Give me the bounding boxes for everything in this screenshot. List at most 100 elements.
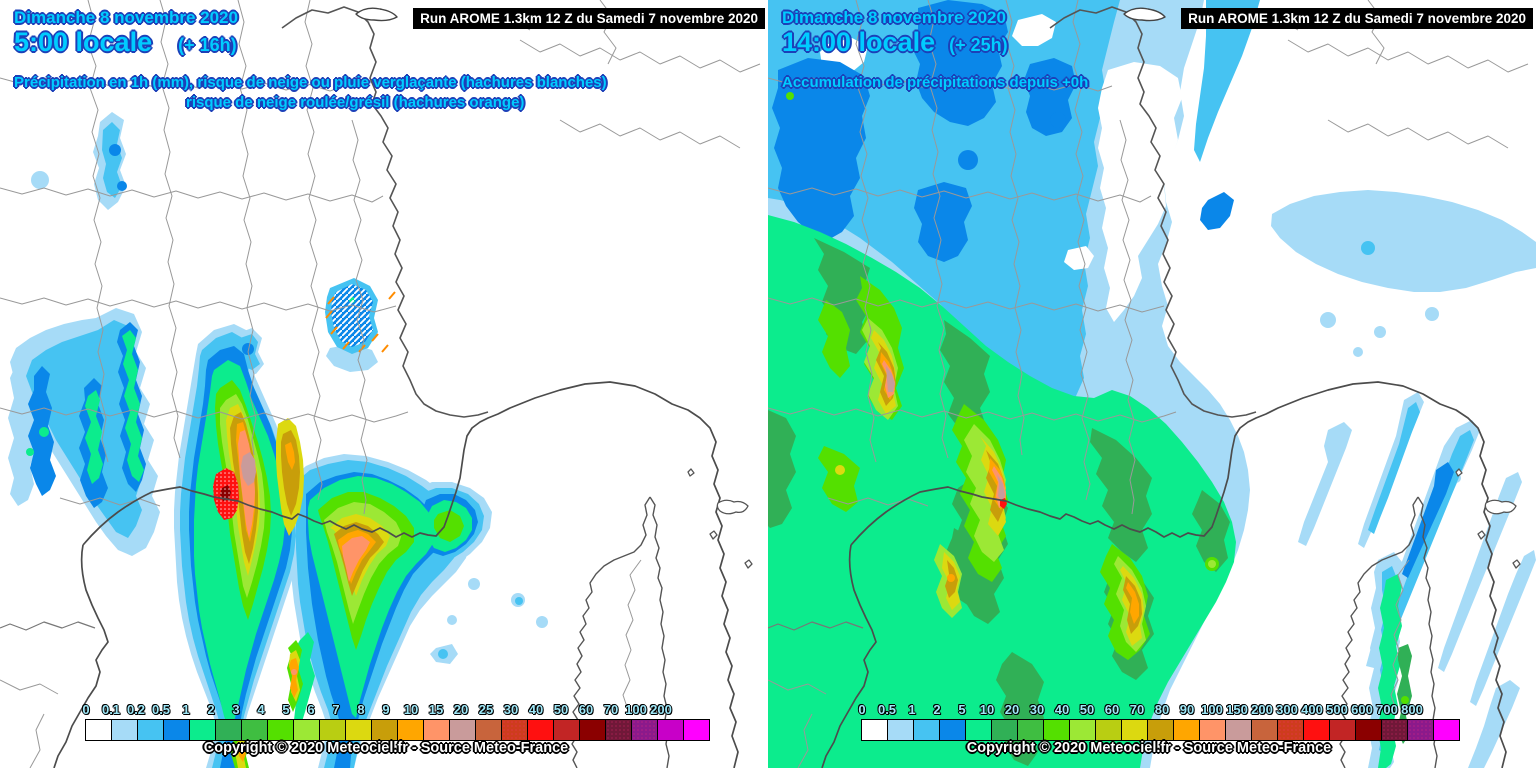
forecast-map-panel-left: Dimanche 8 novembre 2020 5:00 locale (+ 1… xyxy=(0,0,765,768)
precip-accumulation-field xyxy=(768,0,1536,768)
legend-label: 60 xyxy=(578,702,594,717)
legend-cell xyxy=(1303,719,1330,741)
legend-cell xyxy=(163,719,190,741)
legend-cell xyxy=(1277,719,1304,741)
legend-cell xyxy=(991,719,1018,741)
legend-label: 800 xyxy=(1401,702,1423,717)
legend-cell xyxy=(189,719,216,741)
legend-label: 9 xyxy=(382,702,390,717)
legend-cell xyxy=(631,719,658,741)
legend-cell xyxy=(861,719,888,741)
legend-cell xyxy=(1069,719,1096,741)
legend-cell xyxy=(1355,719,1382,741)
legend-label: 5 xyxy=(958,702,966,717)
legend-label: 100 xyxy=(625,702,647,717)
legend-label: 50 xyxy=(553,702,569,717)
legend-cell xyxy=(527,719,554,741)
legend-cell xyxy=(449,719,476,741)
legend-cell xyxy=(319,719,346,741)
legend-cell xyxy=(215,719,242,741)
legend-label: 10 xyxy=(403,702,419,717)
legend-label: 90 xyxy=(1179,702,1195,717)
legend-label: 7 xyxy=(332,702,340,717)
legend-label: 400 xyxy=(1301,702,1323,717)
legend-cell xyxy=(397,719,424,741)
legend-label: 0.5 xyxy=(877,702,897,717)
legend-label: 150 xyxy=(1226,702,1248,717)
legend-label: 6 xyxy=(307,702,315,717)
legend-cell xyxy=(137,719,164,741)
legend-cell xyxy=(1173,719,1200,741)
legend-label: 0.1 xyxy=(101,702,121,717)
legend-cell xyxy=(1199,719,1226,741)
graupel-hatch-marks xyxy=(325,291,396,353)
forecast-map-panel-right: Dimanche 8 novembre 2020 14:00 locale (+ … xyxy=(768,0,1536,768)
legend-cell xyxy=(371,719,398,741)
forecast-offset: (+ 25h) xyxy=(949,35,1008,55)
model-run-label: Run AROME 1.3km 12 Z du Samedi 7 novembr… xyxy=(413,8,765,29)
panel-subtitle-line1: Précipitation en 1h (mm), risque de neig… xyxy=(14,74,607,91)
legend-cell xyxy=(85,719,112,741)
legend-cell xyxy=(1147,719,1174,741)
legend-label: 500 xyxy=(1326,702,1348,717)
legend-label: 40 xyxy=(1054,702,1070,717)
panel-date: Dimanche 8 novembre 2020 xyxy=(14,8,238,27)
map-left xyxy=(0,0,761,768)
legend-cell xyxy=(267,719,294,741)
legend-cell xyxy=(605,719,632,741)
legend-label: 0 xyxy=(82,702,90,717)
legend-cell xyxy=(475,719,502,741)
legend-cell xyxy=(887,719,914,741)
legend-label: 80 xyxy=(1154,702,1170,717)
legend-cell xyxy=(1225,719,1252,741)
legend-label: 8 xyxy=(357,702,365,717)
legend-label: 600 xyxy=(1351,702,1373,717)
legend-cell xyxy=(423,719,450,741)
legend-label: 30 xyxy=(503,702,519,717)
legend-label: 200 xyxy=(650,702,672,717)
legend-cell xyxy=(1433,719,1460,741)
legend-cell xyxy=(501,719,528,741)
legend-cell xyxy=(293,719,320,741)
forecast-offset: (+ 16h) xyxy=(178,35,237,55)
legend-color-bar xyxy=(85,719,710,741)
legend-label: 15 xyxy=(428,702,444,717)
copyright-left: Copyright © 2020 Meteociel.fr - Source M… xyxy=(203,740,569,756)
legend-cell xyxy=(1381,719,1408,741)
precip-1h-field xyxy=(8,112,548,768)
legend-label: 2 xyxy=(933,702,941,717)
panel-subtitle-line1: Accumulation de précipitations depuis +0… xyxy=(782,74,1089,91)
legend-cell xyxy=(111,719,138,741)
map-right xyxy=(768,0,1536,768)
legend-label: 20 xyxy=(1004,702,1020,717)
legend-label: 30 xyxy=(1029,702,1045,717)
legend-label: 0.2 xyxy=(126,702,146,717)
panel-time: 14:00 locale xyxy=(782,27,936,57)
legend-cell xyxy=(1121,719,1148,741)
heavy-rain-core xyxy=(213,468,239,520)
legend-cell xyxy=(939,719,966,741)
legend-cell xyxy=(241,719,268,741)
model-run-label: Run AROME 1.3km 12 Z du Samedi 7 novembr… xyxy=(1181,8,1533,29)
legend-cell xyxy=(965,719,992,741)
legend-label: 0.5 xyxy=(151,702,171,717)
panel-time: 5:00 locale xyxy=(14,27,153,57)
legend-label: 20 xyxy=(453,702,469,717)
legend-cell xyxy=(1251,719,1278,741)
panel-subtitle-line2: risque de neige roulée/grésil (hachures … xyxy=(186,94,525,111)
legend-cell xyxy=(1043,719,1070,741)
legend-cell xyxy=(345,719,372,741)
legend-cell xyxy=(553,719,580,741)
legend-label: 5 xyxy=(282,702,290,717)
legend-label: 60 xyxy=(1104,702,1120,717)
legend-label: 3 xyxy=(232,702,240,717)
legend-label: 2 xyxy=(207,702,215,717)
legend-color-bar xyxy=(861,719,1460,741)
legend-cell xyxy=(913,719,940,741)
legend-label: 25 xyxy=(478,702,494,717)
precip-layer-salmon xyxy=(238,430,370,675)
legend-cell xyxy=(1017,719,1044,741)
copyright-right: Copyright © 2020 Meteociel.fr - Source M… xyxy=(966,740,1332,756)
accum-layer-salmon xyxy=(882,360,1007,509)
legend-label: 4 xyxy=(257,702,265,717)
